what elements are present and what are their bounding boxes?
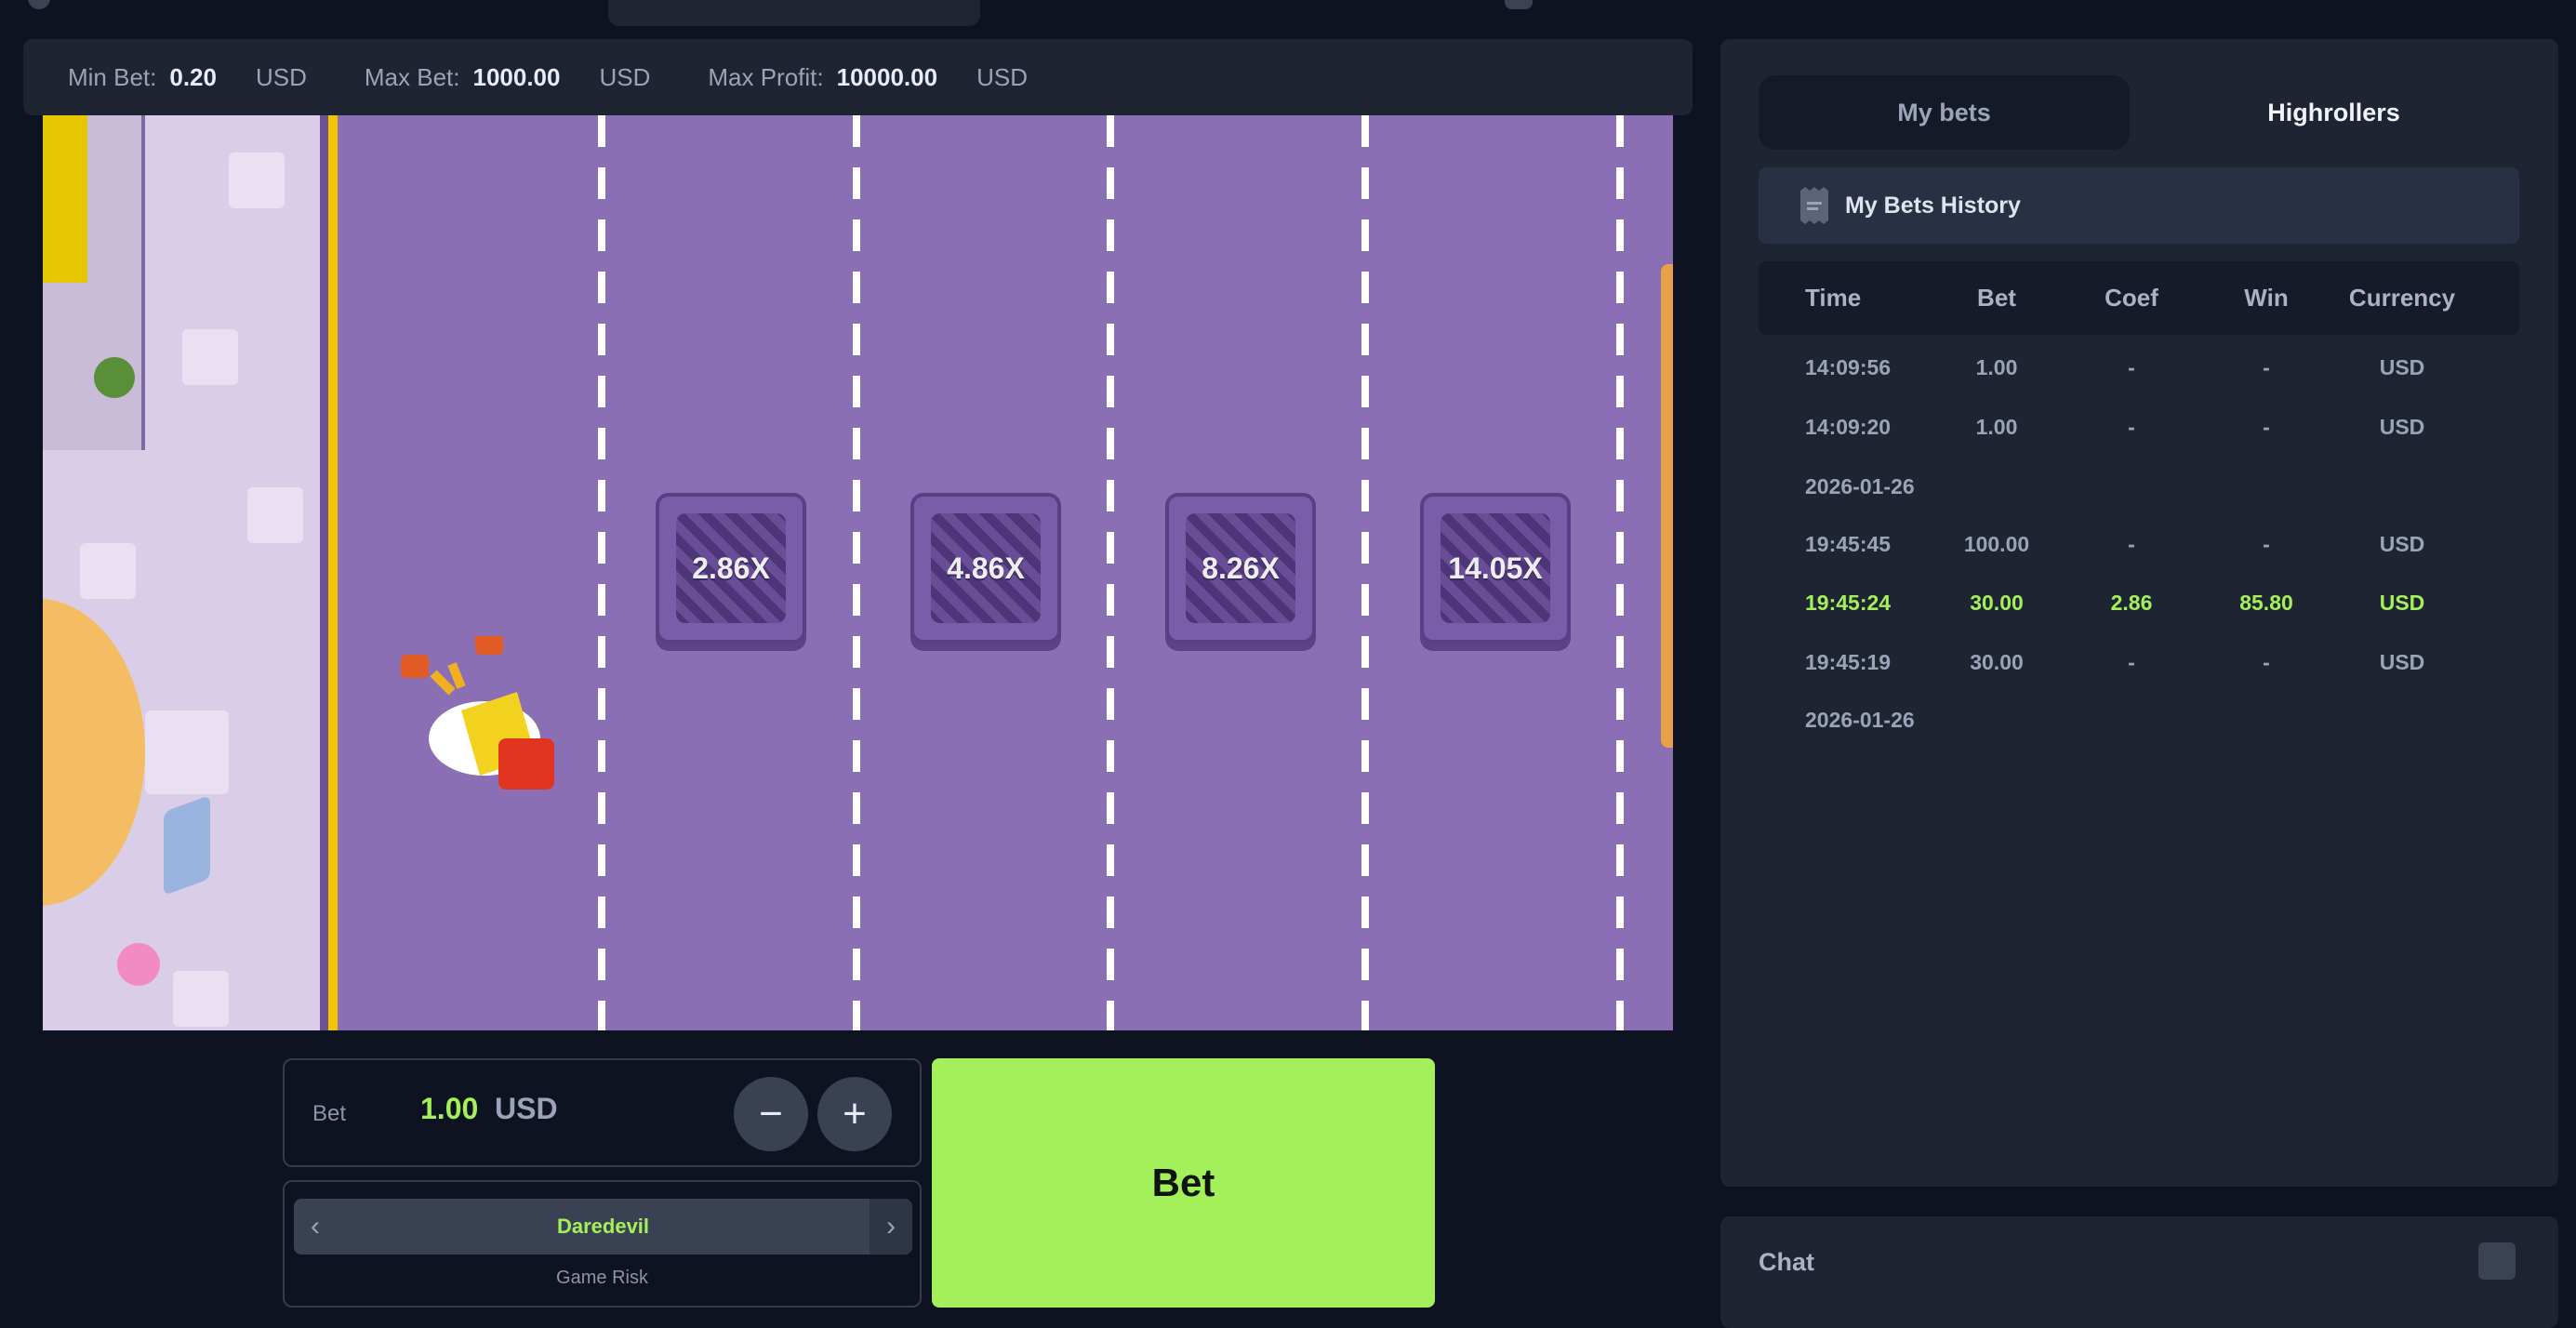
max-bet-label: Max Bet:: [364, 62, 460, 91]
top-bar-button[interactable]: [1505, 0, 1533, 9]
chat-label: Chat: [1759, 1248, 1814, 1276]
top-bar-icon: [28, 0, 50, 9]
cell-coef: -: [2128, 355, 2135, 379]
cell-currency: USD: [2379, 415, 2425, 439]
plant-icon: [94, 357, 135, 398]
chat-panel[interactable]: Chat: [1720, 1216, 2558, 1328]
history-header[interactable]: My Bets History: [1759, 167, 2519, 244]
bet-limits-bar: Min Bet: 0.20 USD Max Bet: 1000.00 USD M…: [23, 39, 1693, 115]
multiplier-tile[interactable]: 2.86X: [656, 493, 806, 644]
bet-button[interactable]: Bet: [932, 1058, 1435, 1308]
cell-time: 14:09:20: [1805, 415, 1892, 439]
cell-coef: 2.86: [2110, 591, 2153, 615]
tab-highrollers[interactable]: Highrollers: [2267, 98, 2400, 126]
cell-currency: USD: [2379, 355, 2425, 379]
cell-currency: USD: [2379, 650, 2425, 674]
receipt-icon: [1800, 187, 1828, 224]
top-tab[interactable]: [608, 0, 980, 26]
history-title: My Bets History: [1845, 192, 2021, 219]
cell-time: 19:45:19: [1805, 650, 1892, 674]
column-currency: Currency: [2348, 284, 2456, 312]
max-profit-currency: USD: [976, 62, 1028, 91]
game-canvas[interactable]: 2.86X 4.86X 8.26X 14.05X: [43, 115, 1673, 1030]
lane-divider: [598, 115, 605, 1030]
cell-bet: 100.00: [1963, 532, 2030, 556]
column-bet: Bet: [1977, 284, 2016, 312]
risk-value: Daredevil: [556, 1215, 650, 1238]
cell-bet: 30.00: [1970, 591, 2024, 615]
max-profit-label: Max Profit:: [708, 62, 824, 91]
table-row: 19:45:19 30.00 - - USD: [1759, 641, 2519, 687]
bets-tabs: My bets Highrollers: [1759, 75, 2519, 150]
shop-awning: [43, 115, 87, 283]
date-separator: 2026-01-26: [1759, 698, 2519, 745]
cell-win: -: [2263, 415, 2270, 439]
multiplier-label: 2.86X: [676, 513, 786, 623]
lane-divider: [1361, 115, 1369, 1030]
chicken-character: [401, 636, 554, 790]
multiplier-tile[interactable]: 4.86X: [910, 493, 1061, 644]
bets-sidebar: My bets Highrollers My Bets History Time…: [1720, 39, 2558, 1187]
cell-time: 19:45:24: [1805, 591, 1892, 615]
cell-coef: -: [2128, 650, 2135, 674]
cell-win: 85.80: [2239, 591, 2293, 615]
min-bet-label: Min Bet:: [68, 62, 157, 91]
expand-chat-icon[interactable]: [2478, 1242, 2516, 1280]
multiplier-tile[interactable]: 8.26X: [1165, 493, 1316, 644]
bet-amount-input[interactable]: 1.00: [420, 1092, 479, 1125]
cell-win: -: [2263, 650, 2270, 674]
cell-coef: -: [2128, 532, 2135, 556]
tab-my-bets[interactable]: My bets: [1759, 75, 2130, 150]
vehicle-edge: [1661, 264, 1673, 748]
cell-time: 19:45:45: [1805, 532, 1892, 556]
multiplier-label: 4.86X: [931, 513, 1041, 623]
row-date: 2026-01-26: [1805, 708, 1915, 732]
cell-win: -: [2263, 532, 2270, 556]
min-bet-value: 0.20: [169, 62, 217, 91]
multiplier-tile[interactable]: 14.05X: [1420, 493, 1571, 644]
date-separator: 2026-01-26: [1759, 465, 2519, 511]
risk-label: Game Risk: [556, 1268, 648, 1288]
column-win: Win: [2244, 284, 2289, 312]
multiplier-label: 14.05X: [1441, 513, 1550, 623]
lane-divider: [853, 115, 860, 1030]
lane-divider: [1107, 115, 1114, 1030]
sidewalk: [43, 115, 320, 1030]
lane-divider: [1616, 115, 1624, 1030]
table-header: Time Bet Coef Win Currency: [1759, 261, 2519, 335]
game-risk-control: ‹ Daredevil › Game Risk: [283, 1180, 922, 1308]
bet-amount-control: Bet 1.00 USD − +: [283, 1058, 922, 1167]
table-umbrella: [43, 599, 145, 906]
table-row: 19:45:45 100.00 - - USD: [1759, 523, 2519, 569]
chair: [164, 794, 210, 896]
max-profit-value: 10000.00: [836, 62, 938, 91]
cell-currency: USD: [2379, 532, 2425, 556]
max-bet-value: 1000.00: [472, 62, 561, 91]
cell-coef: -: [2128, 415, 2135, 439]
column-coef: Coef: [2105, 284, 2158, 312]
max-bet-currency: USD: [599, 62, 651, 91]
bet-currency: USD: [495, 1092, 558, 1125]
table-row: 14:09:56 1.00 - - USD: [1759, 346, 2519, 392]
cell-currency: USD: [2379, 591, 2425, 615]
cell-time: 14:09:56: [1805, 355, 1892, 379]
min-bet-currency: USD: [255, 62, 307, 91]
cell-bet: 30.00: [1970, 650, 2024, 674]
cell-win: -: [2263, 355, 2270, 379]
chevron-left-icon[interactable]: ‹: [311, 1211, 320, 1242]
cell-bet: 1.00: [1975, 355, 2018, 379]
multiplier-label: 8.26X: [1186, 513, 1295, 623]
road-edge-line: [328, 115, 338, 1030]
cell-bet: 1.00: [1975, 415, 2018, 439]
decrease-bet-button[interactable]: −: [734, 1077, 808, 1151]
row-date: 2026-01-26: [1805, 474, 1915, 498]
flower-pot: [117, 943, 160, 986]
risk-selector[interactable]: ‹ Daredevil ›: [294, 1199, 912, 1255]
table-row: 14:09:20 1.00 - - USD: [1759, 405, 2519, 452]
chevron-right-icon[interactable]: ›: [870, 1199, 912, 1255]
increase-bet-button[interactable]: +: [817, 1077, 892, 1151]
bet-label: Bet: [312, 1101, 347, 1126]
column-time: Time: [1805, 284, 1862, 312]
table-row: 19:45:24 30.00 2.86 85.80 USD: [1759, 581, 2519, 628]
